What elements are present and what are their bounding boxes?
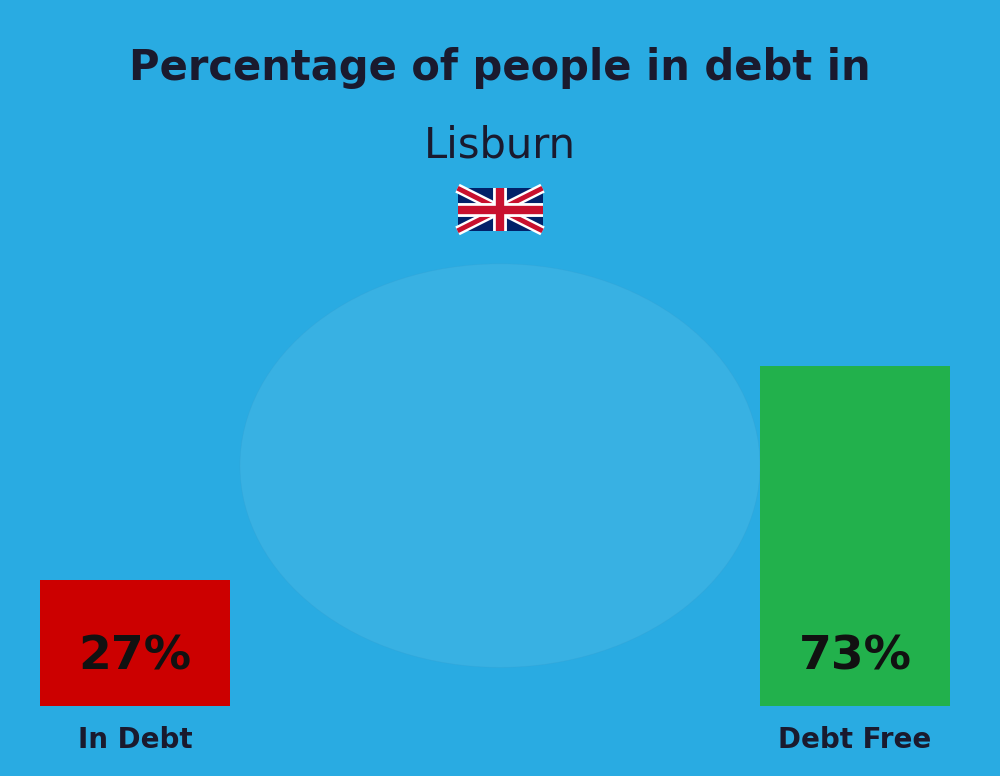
Text: Lisburn: Lisburn — [424, 124, 576, 166]
FancyBboxPatch shape — [40, 580, 230, 706]
Text: Percentage of people in debt in: Percentage of people in debt in — [129, 47, 871, 88]
Text: 73%: 73% — [798, 634, 912, 679]
Text: Debt Free: Debt Free — [778, 726, 932, 753]
FancyBboxPatch shape — [760, 366, 950, 706]
FancyBboxPatch shape — [458, 188, 542, 231]
Circle shape — [240, 264, 760, 667]
Text: 27%: 27% — [78, 634, 192, 679]
Text: In Debt: In Debt — [78, 726, 192, 753]
